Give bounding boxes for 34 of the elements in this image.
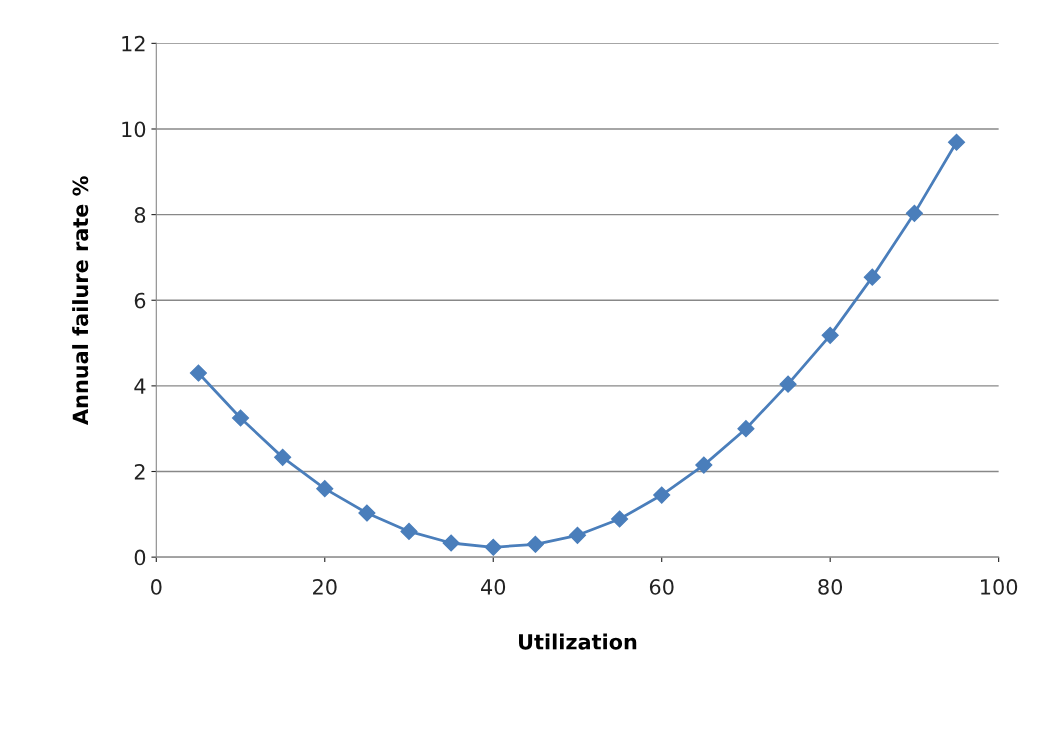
x-axis-title: Utilization (519, 633, 637, 650)
point (189, 364, 207, 382)
point (358, 504, 376, 522)
point (737, 420, 755, 438)
x-tick-label: 60 (649, 579, 674, 595)
y-tick-label: 6 (134, 292, 146, 309)
point (526, 535, 544, 553)
point (316, 480, 334, 498)
x-tick-label: 100 (981, 579, 1018, 595)
point (484, 538, 502, 556)
point (653, 486, 671, 504)
point (905, 204, 923, 222)
y-tick-label: 4 (134, 378, 146, 394)
y-tick-label: 10 (122, 121, 146, 138)
y-tick-label: 0 (134, 549, 146, 566)
point (779, 375, 797, 393)
point (400, 522, 418, 540)
y-axis-title: Annual failure rate % (72, 176, 89, 425)
point (274, 448, 292, 466)
point (821, 326, 839, 344)
point (863, 268, 881, 286)
y-tick-label: 2 (134, 463, 145, 480)
x-tick-label: 40 (481, 579, 506, 595)
point (568, 526, 587, 544)
point (611, 510, 629, 528)
x-tick-label: 0 (151, 579, 162, 595)
point (442, 534, 460, 552)
x-tick-label: 20 (313, 579, 337, 595)
point (231, 409, 250, 427)
point (947, 133, 966, 151)
x-tick-label: 80 (818, 579, 843, 595)
y-tick-label: 8 (134, 207, 146, 223)
point (695, 456, 713, 474)
y-tick-label: 12 (122, 35, 145, 52)
